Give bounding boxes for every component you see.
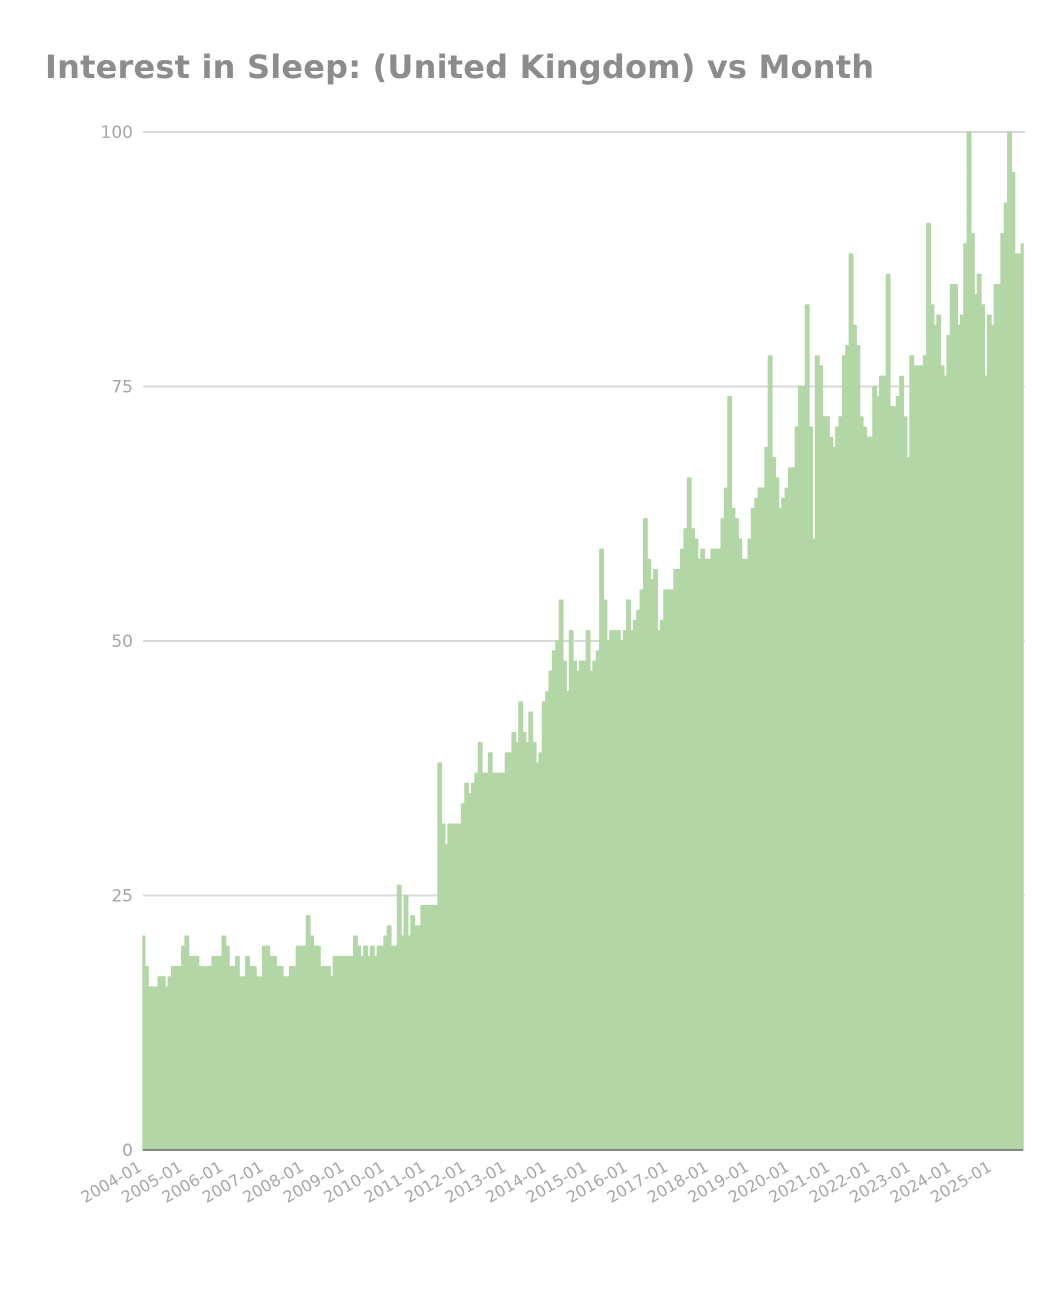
y-tick-label: 25 bbox=[111, 887, 133, 907]
y-tick-label: 75 bbox=[111, 378, 133, 398]
y-tick-label: 50 bbox=[111, 632, 133, 652]
y-axis-ticks: 0 25 50 75 100 bbox=[101, 123, 133, 1161]
chart-title: Interest in Sleep: (United Kingdom) vs M… bbox=[45, 48, 875, 86]
y-tick-label: 100 bbox=[101, 123, 133, 143]
x-axis-ticks: 2004-012005-012006-012007-012008-012009-… bbox=[78, 1157, 995, 1207]
y-tick-label: 0 bbox=[122, 1141, 133, 1161]
data-area bbox=[142, 131, 1024, 1151]
